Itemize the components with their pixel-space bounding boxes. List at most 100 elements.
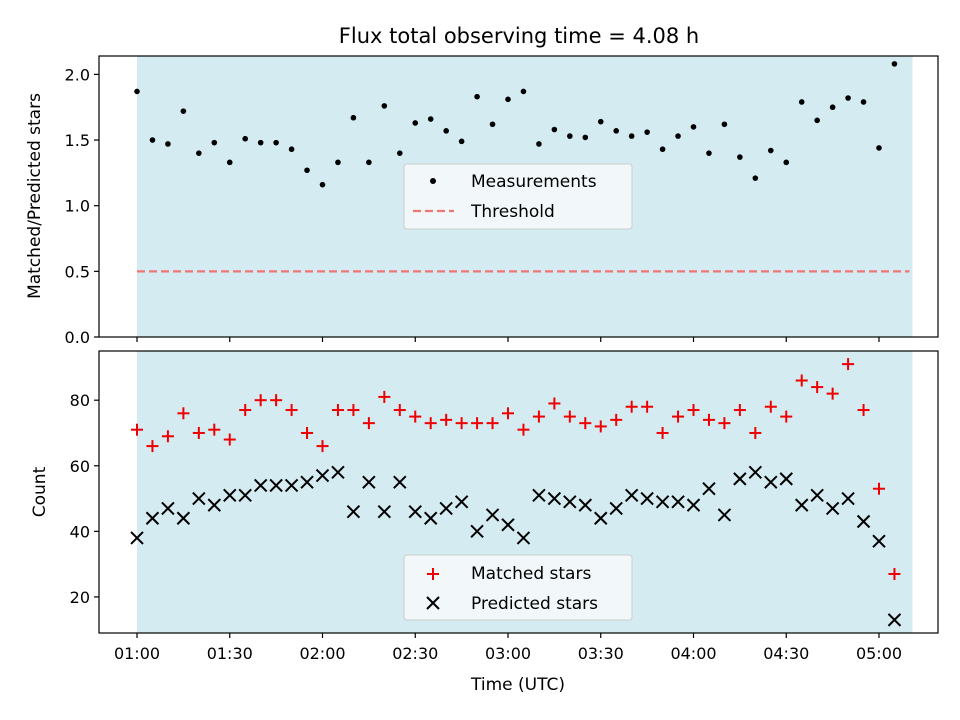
- matched-point: [548, 397, 561, 410]
- measurement-point: [304, 167, 310, 174]
- legend-marker-predicted: [426, 596, 440, 610]
- matched-point: [254, 394, 267, 407]
- bottom-y-tick-label: 40: [70, 522, 90, 541]
- predicted-point-b: [269, 478, 283, 493]
- matched-point: [486, 417, 499, 430]
- matched-point: [795, 374, 808, 387]
- measurement-point: [767, 147, 774, 154]
- matched-point: [749, 426, 762, 439]
- predicted-point-b: [207, 498, 221, 512]
- predicted-point: [686, 498, 701, 512]
- predicted-point: [238, 488, 252, 502]
- predicted-point: [795, 498, 809, 512]
- bottom-y-tick-label: 60: [70, 457, 90, 476]
- predicted-point: [331, 465, 345, 480]
- matched-point: [378, 390, 391, 403]
- predicted-point-b: [578, 498, 592, 512]
- matched-point: [610, 413, 623, 426]
- top-legend-box: [403, 163, 633, 230]
- predicted-point: [269, 478, 283, 493]
- predicted-point-b: [856, 514, 871, 529]
- measurement-point: [474, 93, 480, 100]
- measurement-point: [211, 139, 218, 146]
- predicted-point-b: [145, 511, 160, 525]
- predicted-point-b: [454, 495, 469, 509]
- measurement-point: [257, 139, 264, 146]
- predicted-point-b: [640, 491, 654, 506]
- predicted-point-b: [284, 478, 299, 493]
- matched-point: [672, 410, 685, 423]
- matched-point: [301, 426, 314, 439]
- measurement-point: [427, 116, 434, 122]
- predicted-point: [300, 475, 314, 489]
- matched-point: [718, 417, 731, 430]
- predicted-point: [887, 613, 902, 627]
- predicted-point: [408, 504, 422, 519]
- measurement-point: [798, 99, 805, 105]
- matched-point: [208, 423, 221, 436]
- x-tick-label: 01:00: [114, 644, 160, 663]
- legend-label-threshold: Threshold: [470, 202, 555, 222]
- top-legend: Measurements Threshold: [403, 163, 633, 230]
- predicted-point: [532, 488, 546, 502]
- bottom-legend: Matched stars Predicted stars: [403, 554, 633, 621]
- matched-point: [625, 400, 638, 413]
- predicted-point-b: [362, 475, 376, 489]
- measurement-point: [180, 108, 187, 114]
- predicted-point-b: [501, 518, 515, 532]
- predicted-point-b: [887, 613, 902, 627]
- measurement-point: [628, 133, 635, 139]
- measurement-point: [567, 133, 573, 139]
- matched-point: [192, 426, 205, 439]
- bottom-legend-box: [403, 554, 633, 621]
- predicted-point: [655, 495, 670, 509]
- predicted-point-b: [872, 534, 886, 548]
- matched-point: [177, 407, 190, 420]
- x-tick-label: 03:00: [485, 644, 531, 663]
- measurement-point: [829, 104, 836, 111]
- predicted-point-b: [346, 504, 361, 519]
- measurement-point: [891, 61, 898, 67]
- measurement-point: [396, 150, 403, 156]
- measurement-point: [134, 88, 140, 95]
- predicted-point-b: [253, 478, 268, 493]
- x-tick-label: 02:30: [392, 644, 438, 663]
- predicted-point: [779, 472, 793, 486]
- predicted-point-b: [547, 491, 562, 506]
- measurement-point: [335, 159, 341, 166]
- matched-point: [780, 410, 793, 423]
- matched-point: [347, 404, 360, 417]
- legend-marker-matched: [427, 568, 439, 580]
- matched-point: [563, 410, 576, 423]
- measurement-point: [319, 181, 326, 188]
- predicted-point: [161, 501, 175, 516]
- predicted-point: [253, 478, 268, 493]
- predicted-point: [609, 501, 623, 516]
- predicted-point-b: [223, 488, 237, 502]
- predicted-point-b: [470, 524, 484, 539]
- predicted-point: [485, 508, 500, 522]
- matched-point: [146, 440, 159, 453]
- measurement-point: [165, 141, 171, 147]
- measurement-point: [551, 126, 558, 133]
- measurement-point: [536, 141, 542, 147]
- predicted-point-b: [609, 501, 623, 516]
- top-panel: 0.00.51.01.52.0 Matched/Predicted stars …: [25, 55, 939, 347]
- predicted-point-b: [176, 511, 191, 525]
- measurement-point: [288, 146, 295, 153]
- predicted-point: [702, 482, 716, 496]
- x-tick-label: 04:00: [670, 644, 716, 663]
- measurement-point: [706, 150, 712, 156]
- measurement-point: [876, 145, 882, 151]
- predicted-point-b: [377, 504, 392, 519]
- top-y-tick-label: 2.0: [65, 65, 90, 84]
- predicted-point: [176, 511, 191, 525]
- matched-point: [579, 417, 592, 430]
- measurement-point: [273, 139, 279, 146]
- predicted-point: [872, 534, 886, 548]
- predicted-point-b: [485, 508, 500, 522]
- measurement-point: [737, 154, 743, 160]
- predicted-point: [748, 465, 763, 480]
- predicted-point-b: [393, 475, 407, 489]
- measurement-point: [350, 114, 357, 121]
